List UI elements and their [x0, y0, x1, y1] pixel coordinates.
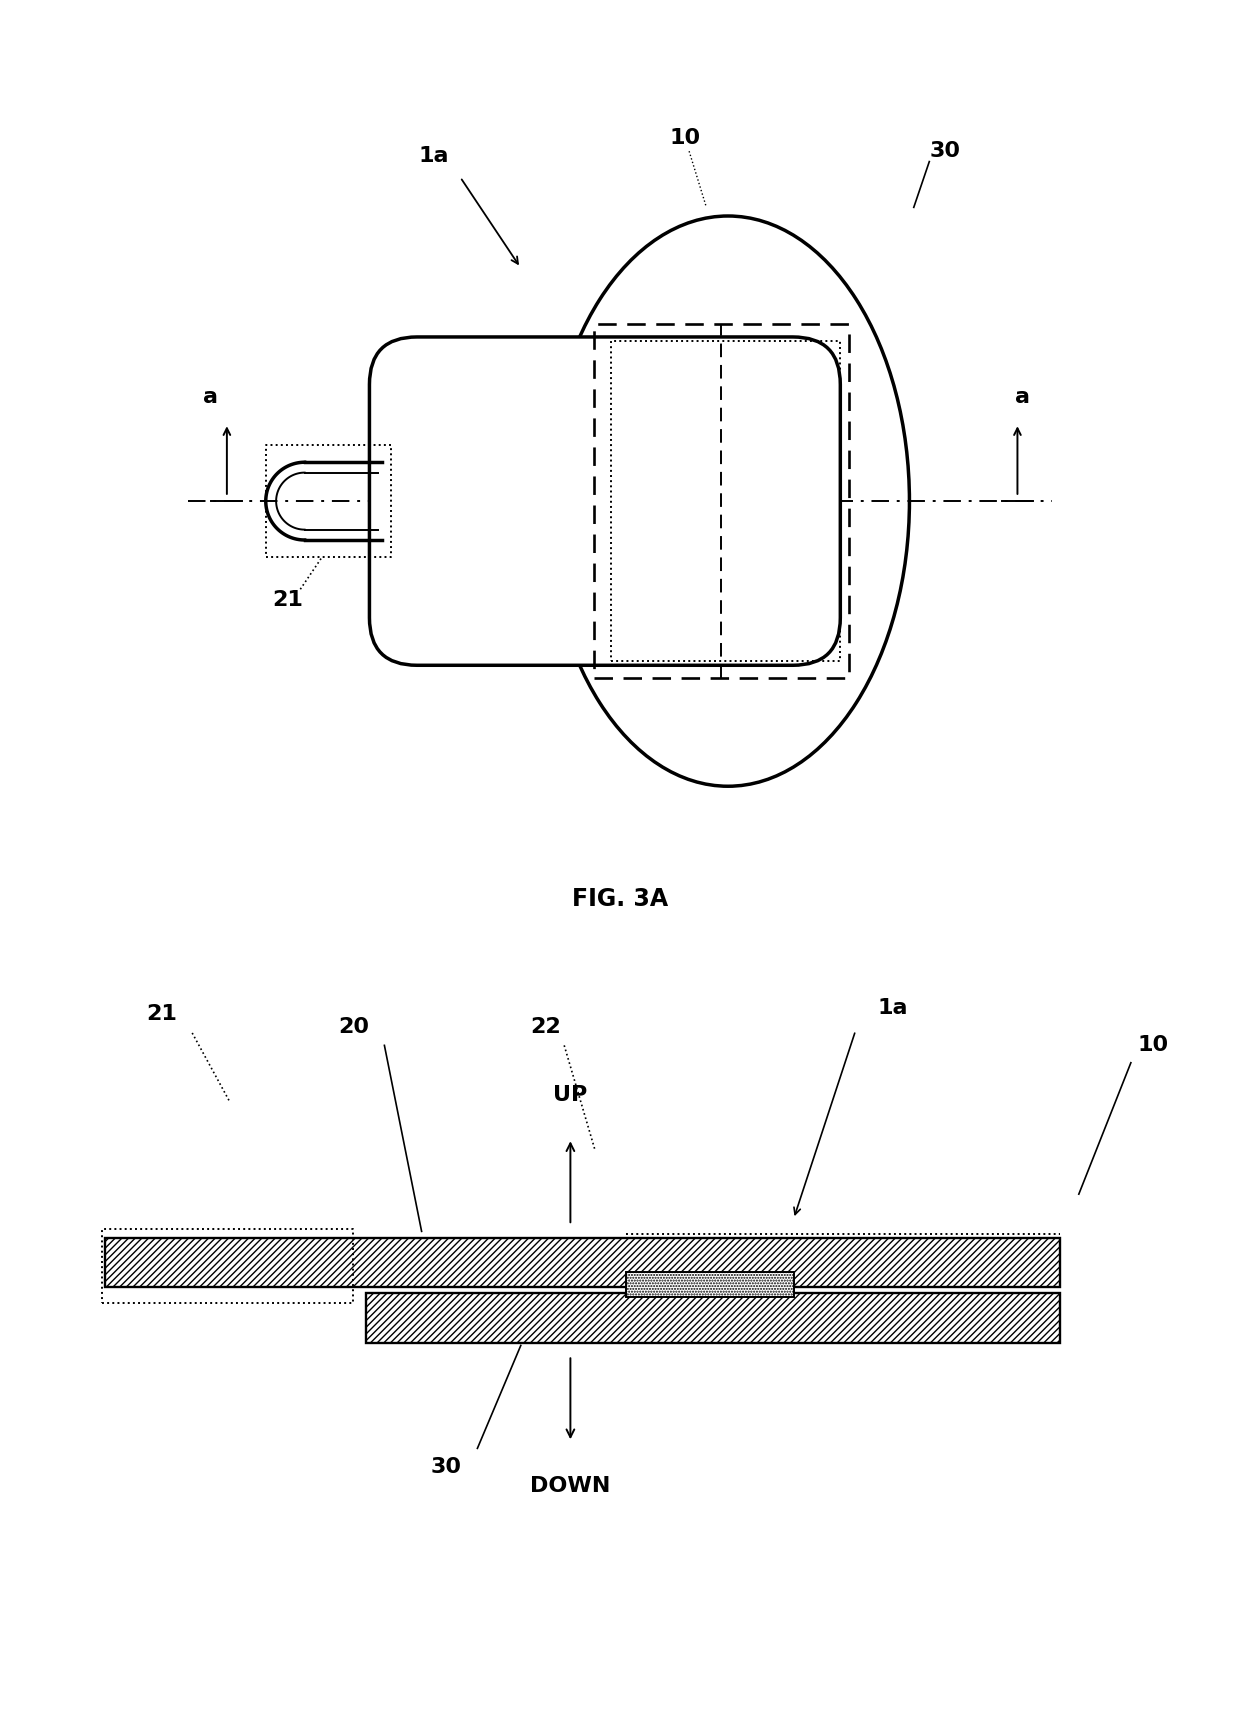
Text: 30: 30 [929, 142, 960, 161]
Text: 30: 30 [432, 1457, 461, 1477]
Text: a: a [1016, 387, 1030, 408]
Text: 20: 20 [463, 612, 494, 632]
Ellipse shape [547, 216, 909, 786]
Text: FIG. 3A: FIG. 3A [572, 886, 668, 911]
Bar [105, 1237, 1060, 1287]
Text: 22: 22 [531, 1016, 560, 1037]
Text: UP: UP [553, 1085, 588, 1104]
Text: 21: 21 [146, 1004, 176, 1025]
Text: a: a [203, 387, 218, 408]
Bar [366, 1293, 1060, 1343]
Text: 22: 22 [795, 638, 826, 658]
Text: 1a: 1a [878, 999, 908, 1018]
Text: 10: 10 [1137, 1035, 1169, 1056]
Bar [626, 1272, 794, 1298]
Bar [105, 1237, 1060, 1287]
Text: 10: 10 [670, 128, 701, 149]
Bar [366, 1293, 1060, 1343]
Text: 20: 20 [337, 1016, 370, 1037]
Text: 21: 21 [272, 591, 303, 610]
Text: 1a: 1a [419, 145, 449, 166]
FancyBboxPatch shape [370, 337, 841, 665]
Text: DOWN: DOWN [531, 1476, 610, 1495]
